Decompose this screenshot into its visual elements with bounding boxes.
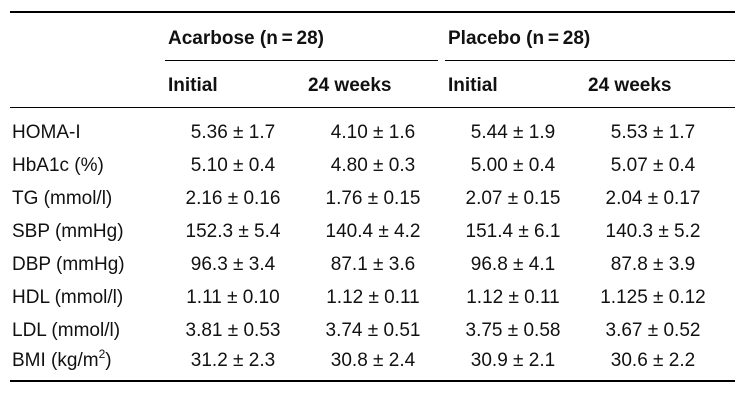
- table-cell: 3.81 ± 0.53: [185, 320, 281, 341]
- table-cell: 3.67 ± 0.52: [605, 320, 701, 341]
- table-cell: 30.6 ± 2.2: [610, 350, 696, 371]
- table-cell: 96.3 ± 3.4: [190, 254, 276, 275]
- table-cell: 152.3 ± 5.4: [185, 221, 281, 242]
- row-label-text: BMI (kg/m: [12, 350, 99, 371]
- subheader-acarbose-24weeks: 24 weeks: [308, 75, 392, 96]
- table-cell: 5.07 ± 0.4: [610, 155, 696, 176]
- row-label: HbA1c (%): [12, 155, 104, 176]
- table-row: HOMA-I 5.36 ± 1.7 4.10 ± 1.6 5.44 ± 1.9 …: [0, 122, 748, 152]
- table-cell: 5.44 ± 1.9: [470, 122, 556, 143]
- table-cell: 3.75 ± 0.58: [465, 320, 561, 341]
- table-cell: 87.8 ± 3.9: [610, 254, 696, 275]
- table-row: TG (mmol/l) 2.16 ± 0.16 1.76 ± 0.15 2.07…: [0, 188, 748, 218]
- table-row: LDL (mmol/l) 3.81 ± 0.53 3.74 ± 0.51 3.7…: [0, 320, 748, 350]
- table-cell: 2.04 ± 0.17: [605, 188, 701, 209]
- table-cell: 1.76 ± 0.15: [325, 188, 421, 209]
- header-rule: [10, 107, 735, 108]
- table-row: DBP (mmHg) 96.3 ± 3.4 87.1 ± 3.6 96.8 ± …: [0, 254, 748, 284]
- row-label-superscript: 2: [98, 347, 106, 361]
- row-label: TG (mmol/l): [12, 188, 113, 209]
- subheader-acarbose-initial: Initial: [168, 75, 218, 96]
- table-cell: 30.8 ± 2.4: [330, 350, 416, 371]
- bottom-rule: [10, 380, 735, 382]
- table-row: HbA1c (%) 5.10 ± 0.4 4.80 ± 0.3 5.00 ± 0…: [0, 155, 748, 185]
- group-rule-acarbose: [165, 60, 438, 61]
- row-label-close: ): [105, 350, 112, 371]
- table-cell: 1.125 ± 0.12: [600, 287, 706, 308]
- table-cell: 1.11 ± 0.10: [186, 287, 280, 308]
- table-row: SBP (mmHg) 152.3 ± 5.4 140.4 ± 4.2 151.4…: [0, 221, 748, 251]
- table-cell: 4.10 ± 1.6: [330, 122, 416, 143]
- row-label: HOMA-I: [12, 122, 81, 143]
- table-cell: 2.07 ± 0.15: [465, 188, 561, 209]
- row-label: DBP (mmHg): [12, 254, 125, 275]
- table-cell: 4.80 ± 0.3: [330, 155, 416, 176]
- table-cell: 151.4 ± 6.1: [465, 221, 561, 242]
- table-cell: 31.2 ± 2.3: [190, 350, 276, 371]
- row-label: SBP (mmHg): [12, 221, 124, 242]
- table-cell: 87.1 ± 3.6: [330, 254, 416, 275]
- row-label: LDL (mmol/l): [12, 320, 121, 341]
- table-row: BMI (kg/m2) 31.2 ± 2.3 30.8 ± 2.4 30.9 ±…: [0, 347, 748, 380]
- table-cell: 3.74 ± 0.51: [325, 320, 421, 341]
- subheader-placebo-initial: Initial: [448, 75, 498, 96]
- table-cell: 1.12 ± 0.11: [466, 287, 560, 308]
- row-label: HDL (mmol/l): [12, 287, 124, 308]
- table-cell: 5.10 ± 0.4: [190, 155, 276, 176]
- table-row: HDL (mmol/l) 1.11 ± 0.10 1.12 ± 0.11 1.1…: [0, 287, 748, 317]
- table-cell: 30.9 ± 2.1: [470, 350, 556, 371]
- table-cell: 5.00 ± 0.4: [470, 155, 556, 176]
- table-cell: 2.16 ± 0.16: [185, 188, 281, 209]
- group-header-placebo: Placebo (n = 28): [448, 28, 591, 49]
- table-cell: 5.53 ± 1.7: [610, 122, 696, 143]
- table-cell: 140.3 ± 5.2: [605, 221, 701, 242]
- table-cell: 96.8 ± 4.1: [470, 254, 556, 275]
- group-header-acarbose: Acarbose (n = 28): [168, 28, 324, 49]
- table-cell: 140.4 ± 4.2: [325, 221, 421, 242]
- table-cell: 1.12 ± 0.11: [326, 287, 420, 308]
- top-rule: [10, 11, 735, 13]
- subheader-placebo-24weeks: 24 weeks: [588, 75, 672, 96]
- table-cell: 5.36 ± 1.7: [190, 122, 276, 143]
- row-label: BMI (kg/m2): [12, 347, 112, 372]
- group-rule-placebo: [445, 60, 735, 61]
